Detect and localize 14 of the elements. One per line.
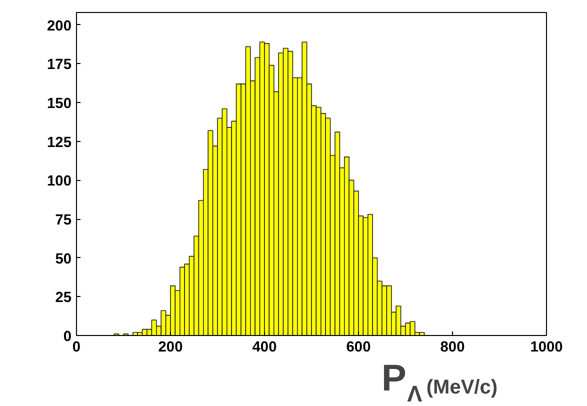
y-tick-label: 200 — [47, 18, 72, 34]
x-tick-label: 800 — [440, 340, 465, 356]
y-tick-label: 125 — [47, 134, 72, 151]
x-tick-label: 600 — [346, 340, 371, 356]
x-tick-label: 400 — [252, 340, 277, 356]
y-tick-label: 100 — [47, 174, 72, 190]
y-tick-label: 150 — [47, 96, 72, 112]
y-tick-label: 25 — [55, 290, 72, 306]
y-tick-label: 75 — [55, 212, 72, 229]
x-tick-label: 200 — [158, 340, 183, 356]
x-tick-label: 1000 — [530, 340, 563, 356]
y-tick-label: 50 — [55, 251, 72, 268]
y-tick-label: 175 — [47, 57, 72, 74]
y-tick-label: 0 — [63, 329, 72, 345]
